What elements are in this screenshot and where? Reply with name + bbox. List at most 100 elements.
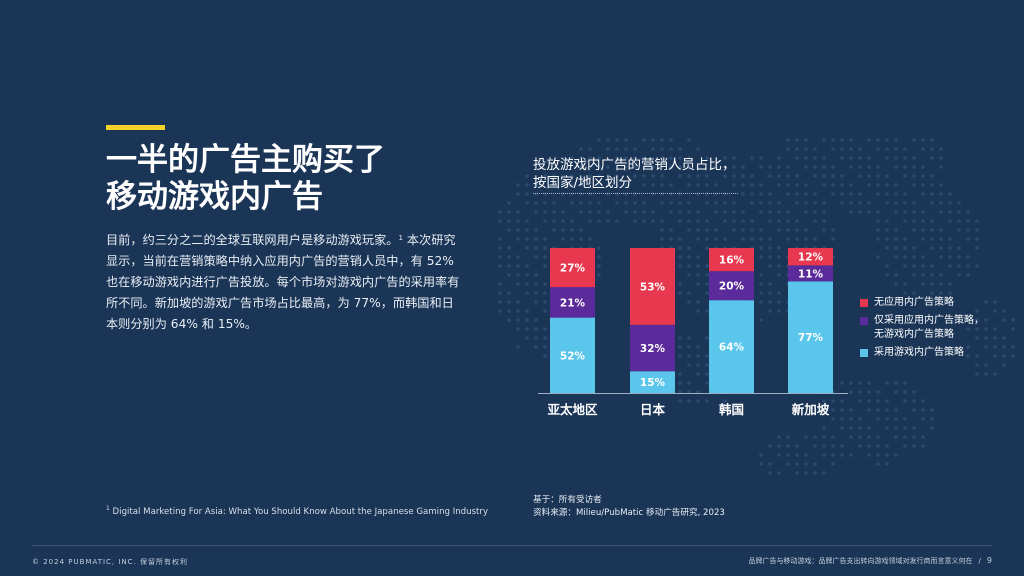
map-dot [696,309,700,313]
map-dot [552,228,556,232]
map-dot [885,399,889,403]
map-dot [876,228,880,232]
map-dot [831,192,835,196]
map-dot [948,210,952,214]
map-dot [570,228,574,232]
map-dot [894,183,898,187]
map-dot [903,426,907,430]
map-dot [930,138,934,142]
map-dot [705,273,709,277]
map-dot [840,201,844,205]
map-dot [660,237,664,241]
map-dot [975,228,979,232]
map-dot [894,228,898,232]
map-dot [696,273,700,277]
map-dot [795,471,799,475]
map-dot [525,318,529,322]
map-dot [687,273,691,277]
map-dot [804,453,808,457]
map-dot [894,201,898,205]
map-dot [876,255,880,259]
map-dot [543,354,547,358]
map-dot [885,219,889,223]
map-dot [885,138,889,142]
map-dot [516,327,520,331]
map-dot [840,444,844,448]
map-dot [912,165,916,169]
map-dot [759,192,763,196]
map-dot [696,228,700,232]
map-dot [759,318,763,322]
map-dot [696,210,700,214]
map-dot [525,327,529,331]
map-dot [930,201,934,205]
map-dot [957,255,961,259]
map-dot [777,255,781,259]
map-dot [822,426,826,430]
map-dot [894,255,898,259]
map-dot [678,237,682,241]
map-dot [966,255,970,259]
map-dot [552,210,556,214]
map-dot [930,228,934,232]
map-dot [966,219,970,223]
map-dot [705,372,709,376]
map-dot [768,192,772,196]
map-dot [579,228,583,232]
map-dot [498,219,502,223]
map-dot [822,228,826,232]
map-dot [885,228,889,232]
map-dot [876,435,880,439]
map-dot [678,291,682,295]
map-dot [813,462,817,466]
map-dot [786,219,790,223]
map-dot [786,435,790,439]
map-dot [903,417,907,421]
bar-segment [709,248,754,272]
map-dot [588,147,592,151]
map-dot [552,201,556,205]
map-dot [732,228,736,232]
map-dot [939,237,943,241]
map-dot [885,462,889,466]
map-dot [696,219,700,223]
map-dot [723,237,727,241]
map-dot [507,201,511,205]
map-dot [660,228,664,232]
map-dot [930,282,934,286]
map-dot [867,408,871,412]
map-dot [651,138,655,142]
map-dot [516,273,520,277]
source-base: 基于：所有受访者 [533,495,602,505]
map-dot [912,435,916,439]
chart-title: 投放游戏内广告的营销人员占比， 按国家/地区划分 [533,156,736,192]
map-dot [930,417,934,421]
map-dot [660,183,664,187]
map-dot [813,471,817,475]
footer-document-title: 品牌广告与移动游戏：品牌广告支出转向游戏领域对发行商而言意义何在 [748,557,973,565]
map-dot [885,156,889,160]
footer-separator: / [978,557,981,565]
map-dot [588,156,592,160]
legend-item: 无应用内广告策略 [860,296,984,310]
map-dot [534,201,538,205]
chart-title-line-2: 按国家/地区划分 [533,175,633,191]
map-dot [687,255,691,259]
map-dot [777,444,781,448]
bar-segment [550,287,595,318]
map-dot [993,372,997,376]
map-dot [705,201,709,205]
map-dot [894,156,898,160]
map-dot [606,219,610,223]
map-dot [597,246,601,250]
map-dot [678,201,682,205]
bar-segment [630,248,675,325]
bar-value-label: 27% [560,263,586,275]
map-dot [507,219,511,223]
footnote: 1 Digital Marketing For Asia: What You S… [106,505,488,517]
map-dot [822,183,826,187]
map-dot [876,174,880,178]
map-dot [885,453,889,457]
map-dot [678,219,682,223]
map-dot [543,300,547,304]
